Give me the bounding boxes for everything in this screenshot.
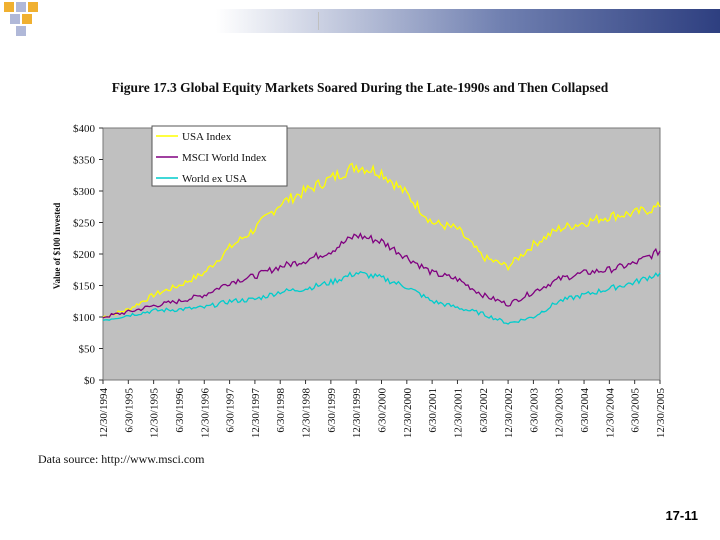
series-line-usa-index: [102, 162, 661, 318]
legend: USA Index MSCI World Index World ex USA: [151, 125, 288, 187]
y-tick-label: $200: [73, 249, 96, 261]
x-tick-label: 6/30/2004: [579, 388, 591, 433]
x-tick-label: 12/30/1994: [98, 388, 110, 439]
legend-label: USA Index: [182, 131, 232, 143]
header-decoration-square: [10, 14, 20, 24]
y-tick-label: $100: [73, 312, 96, 324]
x-tick-label: 6/30/1995: [123, 388, 135, 433]
header-decoration-square: [16, 2, 26, 12]
series-lines: [102, 162, 661, 325]
slide-number: 17-11: [665, 508, 698, 523]
legend-label: World ex USA: [182, 173, 247, 185]
x-tick-label: 6/30/1997: [225, 388, 237, 433]
x-tick-label: 12/30/1996: [199, 388, 211, 439]
x-tick-label: 6/30/1998: [275, 388, 287, 433]
y-tick-label: $300: [73, 186, 96, 198]
header-decoration-square: [4, 2, 14, 12]
x-tick-label: 6/30/2003: [528, 388, 540, 433]
x-tick-label: 6/30/2001: [427, 388, 439, 433]
x-tick-label: 6/30/2002: [478, 388, 490, 433]
x-tick-label: 12/30/2001: [452, 388, 464, 438]
header-divider: [318, 12, 319, 30]
y-axis-label: Value of $100 Invested: [52, 203, 62, 289]
x-tick-label: 12/30/1999: [351, 388, 363, 439]
y-tick-label: $50: [79, 344, 96, 356]
y-tick-label: $250: [73, 218, 96, 230]
x-axis: 12/30/1994 6/30/1995 12/30/1995 6/30/1996 12…: [98, 380, 667, 438]
y-tick-label: $150: [73, 281, 96, 293]
chart-title: Figure 17.3 Global Equity Markets Soared…: [111, 80, 609, 95]
data-source-note: Data source: http://www.msci.com: [38, 452, 205, 466]
y-tick-label: $400: [73, 123, 96, 135]
header-decoration-bar: [0, 9, 720, 33]
x-tick-label: 6/30/1999: [326, 388, 338, 433]
x-tick-label: 12/30/1997: [250, 388, 262, 439]
header-decoration-square: [28, 2, 38, 12]
y-tick-label: $350: [73, 155, 96, 167]
x-tick-label: 12/30/2003: [554, 388, 566, 439]
header-decoration-square: [22, 14, 32, 24]
series-line-msci-world-index: [102, 232, 661, 319]
x-tick-label: 6/30/1996: [174, 388, 186, 433]
x-tick-label: 6/30/2005: [630, 388, 642, 433]
series-line-world-ex-usa: [102, 271, 661, 325]
legend-label: MSCI World Index: [182, 152, 267, 164]
header-decoration-square: [16, 26, 26, 36]
y-tick-label: $0: [84, 375, 96, 387]
x-tick-label: 12/30/2005: [655, 388, 667, 439]
y-axis: $0 $50 $100 $150 $200 $250 $300 $350 $400: [73, 123, 103, 387]
x-tick-label: 12/30/2004: [604, 388, 616, 439]
x-tick-label: 12/30/1998: [301, 388, 313, 439]
x-tick-label: 12/30/2000: [402, 388, 414, 439]
x-tick-label: 12/30/1995: [149, 388, 161, 439]
x-tick-label: 12/30/2002: [503, 388, 515, 438]
x-tick-label: 6/30/2000: [377, 388, 389, 433]
